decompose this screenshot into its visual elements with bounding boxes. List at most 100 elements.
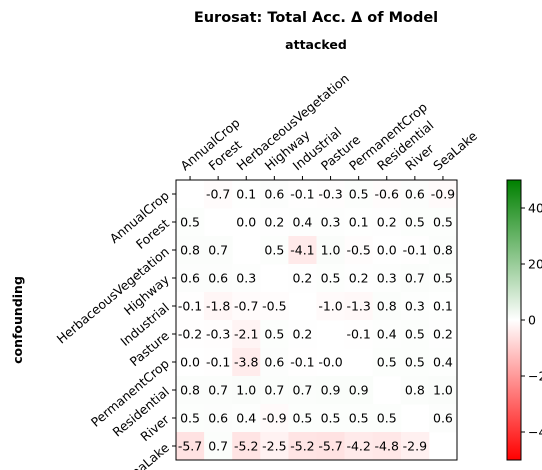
heatmap-cell	[288, 208, 317, 237]
heatmap-cell	[344, 320, 374, 349]
cell-value-label: 0.3	[321, 215, 341, 230]
cell-value-label: 0.2	[293, 327, 313, 342]
heatmap-cell	[260, 376, 289, 405]
heatmap-cell	[232, 404, 261, 433]
cell-value-label: 0.4	[293, 215, 313, 230]
colorbar-tick-label: −20	[528, 369, 542, 384]
cell-value-label: 0.0	[377, 243, 397, 258]
y-tick-labels: AnnualCropForestHerbaceousVegetationHigh…	[54, 188, 176, 470]
heatmap-cell	[204, 236, 233, 265]
cell-value-label: 0.5	[405, 355, 425, 370]
cell-value-label: 0.5	[321, 411, 341, 426]
heatmap-cell	[400, 320, 430, 349]
heatmap-cell	[344, 264, 374, 293]
cell-value-label: 0.7	[208, 383, 228, 398]
heatmap-cell	[288, 348, 317, 377]
cell-value-label: 1.0	[321, 243, 341, 258]
heatmap-cell	[232, 180, 261, 209]
cell-value-label: 0.8	[180, 243, 200, 258]
heatmap-cell	[372, 292, 402, 321]
cell-value-label: -5.2	[234, 439, 258, 454]
heatmap-cell	[344, 208, 374, 237]
heatmap-cell	[232, 320, 261, 349]
cell-value-label: -0.1	[346, 327, 370, 342]
cell-value-label: -0.3	[206, 327, 230, 342]
heatmap-cell	[428, 320, 458, 349]
cell-value-label: -0.9	[262, 411, 286, 426]
heatmap-cell	[260, 320, 289, 349]
cell-value-label: 0.1	[236, 187, 256, 202]
cell-value-label: 0.3	[236, 271, 256, 286]
heatmap-cell	[344, 292, 374, 321]
cell-value-label: -0.6	[375, 187, 399, 202]
heatmap-cell	[176, 404, 205, 433]
heatmap-cell	[316, 376, 345, 405]
cell-value-label: 0.5	[433, 271, 453, 286]
cell-value-label: -0.5	[346, 243, 370, 258]
heatmap-cell	[400, 208, 430, 237]
heatmap-cell	[316, 348, 345, 377]
cell-value-label: -0.1	[290, 355, 314, 370]
cell-value-label: 0.5	[321, 271, 341, 286]
y-axis-label: confounding	[10, 276, 25, 364]
heatmap-cell	[400, 376, 430, 405]
x-tick-label: SeaLake	[430, 128, 480, 173]
heatmap-cell	[204, 348, 233, 377]
cell-value-label: -0.9	[431, 187, 455, 202]
heatmap-cell	[316, 236, 345, 265]
heatmap-cell	[316, 208, 345, 237]
cell-value-label: 0.5	[405, 215, 425, 230]
heatmap-cell	[372, 432, 402, 461]
cell-value-label: 1.0	[433, 383, 453, 398]
heatmap-cell	[204, 432, 233, 461]
cell-value-label: 0.1	[433, 299, 453, 314]
x-tick-labels: AnnualCropForestHerbaceousVegetationHigh…	[177, 71, 480, 180]
heatmap-cell	[232, 348, 261, 377]
cell-value-label: 0.7	[208, 243, 228, 258]
heatmap-cell	[372, 264, 402, 293]
cell-value-label: 0.9	[349, 383, 369, 398]
cell-value-label: 0.0	[236, 215, 256, 230]
cell-value-label: 0.6	[208, 411, 228, 426]
cell-value-label: -0.1	[206, 355, 230, 370]
cell-value-label: -2.9	[403, 439, 427, 454]
heatmap-cell	[176, 264, 205, 293]
cell-value-label: 0.6	[208, 271, 228, 286]
cell-value-label: -5.2	[290, 439, 314, 454]
cell-value-label: -2.5	[262, 439, 286, 454]
cell-value-label: -5.7	[318, 439, 342, 454]
heatmap-cell	[204, 292, 233, 321]
colorbar-tick-label: 40	[528, 201, 542, 216]
heatmap-cell	[288, 320, 317, 349]
heatmap-cell	[260, 208, 289, 237]
heatmap-cell	[428, 208, 458, 237]
heatmap-cell	[288, 432, 317, 461]
cell-value-label: 0.8	[405, 383, 425, 398]
cell-value-label: -4.2	[346, 439, 370, 454]
cell-value-label: -0.0	[318, 355, 342, 370]
cell-value-label: 0.5	[405, 327, 425, 342]
cell-value-label: -0.7	[234, 299, 258, 314]
heatmap-cell	[372, 180, 402, 209]
cell-value-label: 0.5	[349, 411, 369, 426]
cell-value-label: -0.1	[290, 187, 314, 202]
heatmap-cell	[288, 376, 317, 405]
x-axis-label: attacked	[285, 37, 347, 52]
heatmap-cell	[372, 404, 402, 433]
heatmap-cell	[232, 376, 261, 405]
heatmap-cell	[316, 432, 345, 461]
heatmap-cell	[316, 292, 345, 321]
heatmap-cell	[400, 292, 430, 321]
heatmap-cell	[428, 180, 458, 209]
heatmap-cell	[428, 376, 458, 405]
cell-value-label: 0.7	[208, 439, 228, 454]
cell-value-label: 0.6	[264, 187, 284, 202]
heatmap-cell	[232, 432, 261, 461]
heatmap-cell	[260, 292, 289, 321]
colorbar-tick-label: 20	[528, 257, 542, 272]
cell-value-label: 0.2	[433, 327, 453, 342]
heatmap-cell	[372, 320, 402, 349]
heatmap-cell	[344, 404, 374, 433]
heatmap-cell	[176, 376, 205, 405]
